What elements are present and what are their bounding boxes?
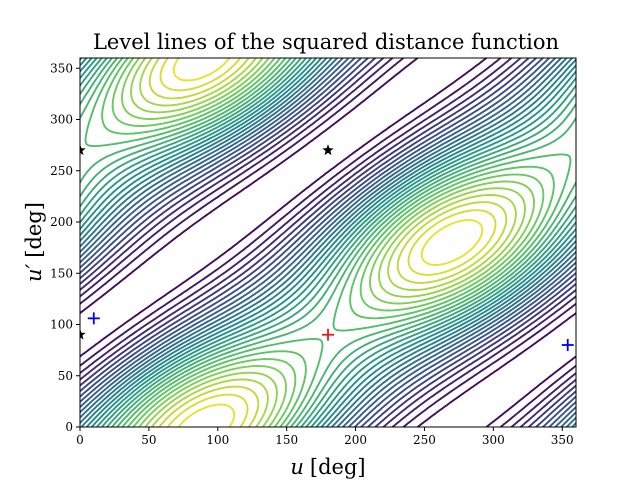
contour-level [80, 58, 576, 427]
star-marker [80, 144, 86, 156]
contour-level [80, 58, 576, 427]
x-axis-symbol: u [290, 455, 304, 479]
y-tick-label: 50 [58, 369, 73, 383]
y-tick-label: 200 [50, 215, 73, 229]
contour-level [80, 58, 576, 427]
contour-level [80, 58, 576, 427]
contour-level [130, 58, 526, 427]
star-marker [322, 144, 334, 156]
contour-level [80, 58, 576, 427]
contour-level [80, 58, 576, 427]
y-ticks: 0 50 100 150 200 250 300 350 [50, 61, 80, 434]
plus-marker [322, 328, 334, 341]
y-tick-label: 300 [50, 113, 73, 127]
x-tick-label: 100 [206, 433, 229, 447]
y-axis-unit: [deg] [22, 202, 46, 258]
contour-level [80, 58, 576, 427]
contour-level [80, 58, 576, 427]
y-tick-label: 150 [50, 266, 73, 280]
plus-marker [561, 339, 574, 351]
contour-level [80, 58, 576, 427]
x-axis-unit: [deg] [310, 455, 366, 479]
contour-level [101, 58, 555, 427]
x-tick-label: 0 [76, 433, 84, 447]
contour-level [80, 58, 576, 427]
chart-title: Level lines of the squared distance func… [93, 30, 559, 54]
x-tick-label: 300 [482, 433, 505, 447]
x-tick-label: 150 [275, 433, 298, 447]
contour-level [84, 58, 572, 427]
x-tick-label: 200 [344, 433, 367, 447]
contour-level [80, 58, 576, 427]
contour-level [159, 58, 497, 427]
y-axis-symbol: u′ [22, 263, 46, 282]
y-tick-label: 250 [50, 164, 73, 178]
contour-level [121, 58, 535, 427]
contour-level [80, 58, 576, 427]
y-tick-label: 0 [65, 420, 73, 434]
x-tick-label: 350 [551, 433, 574, 447]
plot-frame [79, 57, 577, 428]
y-axis-label: u′ [deg] [22, 202, 46, 282]
contour-level [148, 58, 508, 427]
x-tick-label: 50 [141, 433, 156, 447]
contour-level [80, 58, 576, 427]
contour-level [80, 58, 576, 427]
x-axis-label: u [deg] [290, 455, 365, 479]
contour-lines [80, 58, 576, 427]
x-ticks: 0 50 100 150 200 250 300 350 [76, 427, 574, 447]
markers [80, 144, 574, 351]
x-tick-label: 250 [413, 433, 436, 447]
contour-level [80, 58, 576, 427]
plus-marker [87, 312, 100, 325]
contour-level [80, 58, 576, 427]
y-tick-label: 350 [50, 61, 73, 75]
star-marker [80, 328, 86, 340]
contour-level [139, 58, 517, 427]
y-tick-label: 100 [50, 318, 73, 332]
